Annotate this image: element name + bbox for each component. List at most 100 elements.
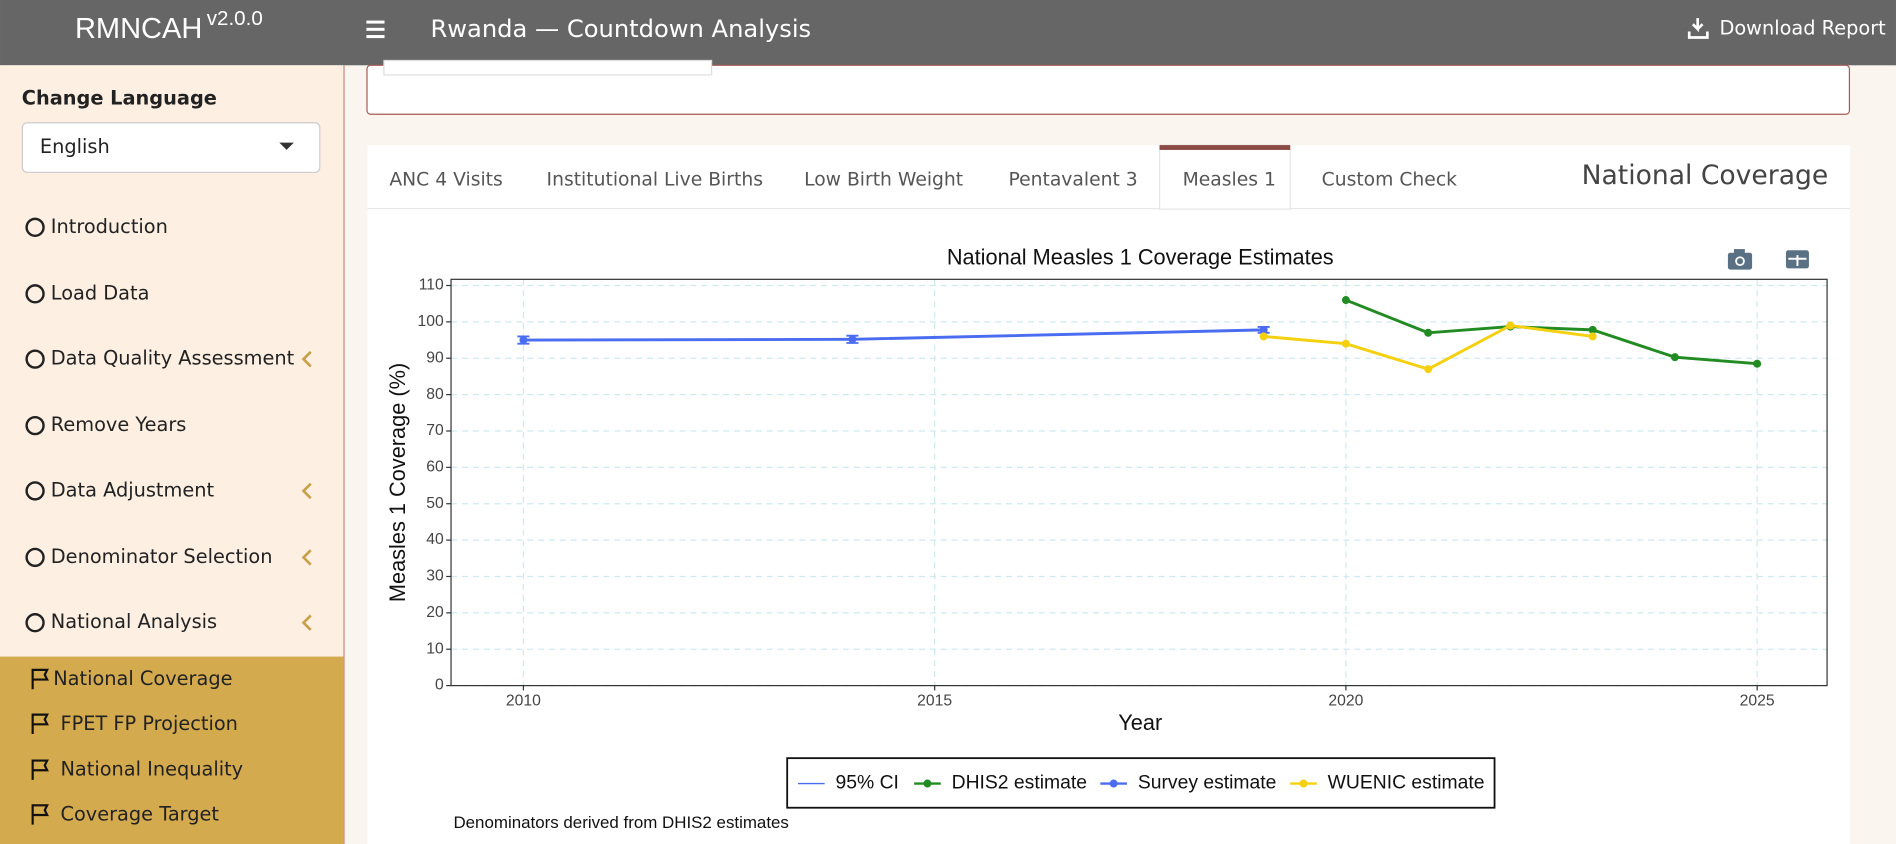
point (848, 335, 857, 344)
menu-label: Remove Years (51, 413, 187, 436)
legend-entry: Survey estimate (1100, 772, 1276, 794)
section-title: National Coverage (1582, 160, 1829, 191)
language-value: English (40, 135, 110, 158)
menu-item[interactable]: Remove Years (25, 413, 187, 436)
point (1341, 296, 1350, 305)
legend-label: WUENIC estimate (1328, 772, 1485, 794)
tab[interactable]: Custom Check (1322, 170, 1458, 191)
caption: Denominators derived from DHIS2 estimate… (453, 813, 788, 832)
submenu-item[interactable]: FPET FP Projection (31, 712, 238, 735)
point (1588, 332, 1597, 341)
submenu-icon (31, 759, 49, 780)
menu-label: Data Adjustment (51, 478, 215, 501)
menu-icon (25, 547, 45, 568)
brand: RMNCAH (75, 13, 202, 45)
legend-entry: DHIS2 estimate (914, 772, 1087, 794)
menu-item[interactable]: Data Adjustment (25, 478, 312, 501)
legend-label: 95% CI (836, 772, 899, 794)
y-tick-label: 20 (426, 604, 444, 621)
legend-label: DHIS2 estimate (952, 772, 1087, 794)
tab[interactable]: Measles 1 (1183, 170, 1276, 191)
version: v2.0.0 (207, 7, 263, 30)
y-tick-label: 40 (426, 531, 444, 548)
submenu-icon (31, 668, 49, 690)
submenu-item[interactable]: National Coverage (31, 667, 233, 690)
menu-label: Introduction (51, 215, 168, 238)
submenu-label: Coverage Target (60, 802, 219, 825)
menu-icon (25, 481, 45, 501)
tab[interactable]: ANC 4 Visits (389, 170, 502, 191)
language-select[interactable]: English (21, 122, 321, 173)
download-button[interactable]: Download Report (1687, 17, 1886, 40)
submenu-item[interactable]: National Inequality (31, 758, 243, 781)
tab[interactable]: Institutional Live Births (547, 170, 763, 191)
menu-icon (25, 217, 45, 237)
chevron (301, 614, 312, 631)
y-tick-label: 70 (426, 422, 444, 439)
input-box (383, 59, 713, 76)
plot-frame (450, 278, 1828, 687)
point (519, 336, 528, 345)
series-line (1345, 298, 1758, 366)
menu-label: Load Data (51, 281, 150, 304)
y-tick-label: 50 (426, 495, 444, 512)
menu-item[interactable]: Load Data (25, 281, 150, 304)
y-tick-label: 80 (426, 386, 444, 403)
point (1753, 359, 1762, 368)
menu-item[interactable]: Data Quality Assessment (25, 347, 312, 370)
menu-icon (25, 349, 45, 369)
point (1341, 339, 1350, 348)
legend-label: Survey estimate (1138, 772, 1277, 794)
menu-icon (25, 415, 45, 436)
download-label: Download Report (1719, 17, 1886, 40)
y-tick-label: 30 (426, 568, 444, 585)
point (1259, 325, 1268, 334)
submenu (0, 656, 344, 844)
tab[interactable]: Low Birth Weight (804, 170, 963, 191)
submenu-icon (31, 804, 49, 825)
x-tick-label: 2025 (1740, 692, 1775, 709)
menu-label: Data Quality Assessment (51, 347, 295, 370)
camera-icon[interactable] (1727, 249, 1753, 270)
legend-box (786, 757, 1496, 809)
card (367, 145, 1851, 844)
point (1670, 353, 1679, 362)
tab[interactable]: Pentavalent 3 (1008, 170, 1137, 191)
chevron (301, 482, 312, 500)
menu-item[interactable]: National Analysis (25, 610, 312, 633)
submenu-label: FPET FP Projection (60, 712, 237, 735)
x-tick-label: 2010 (506, 692, 541, 709)
active-tab (1159, 144, 1291, 210)
top-box (366, 64, 1851, 115)
submenu-item[interactable]: Coverage Target (31, 802, 220, 825)
menu-icon (25, 613, 45, 633)
chevron (301, 350, 312, 368)
menu-icon (25, 284, 45, 304)
y-tick-label: 90 (426, 349, 444, 366)
language-label: Change Language (22, 87, 217, 110)
y-tick-label: 100 (418, 313, 444, 330)
legend-dot (1299, 779, 1308, 788)
chart-title: National Measles 1 Coverage Estimates (947, 245, 1334, 270)
point (1424, 328, 1433, 337)
menu-label: Denominator Selection (51, 545, 273, 568)
point (1424, 365, 1433, 374)
submenu-label: National Inequality (60, 758, 243, 781)
menu-item[interactable]: Introduction (25, 215, 168, 238)
chevron (301, 549, 312, 566)
submenu-icon (31, 713, 49, 734)
y-tick-label: 10 (426, 640, 444, 657)
legend-dot (1109, 779, 1118, 788)
top-bar (0, 0, 1896, 66)
x-tick-label: 2020 (1328, 692, 1363, 709)
y-tick-label: 110 (419, 277, 444, 294)
menu-toggle[interactable] (366, 20, 385, 39)
table-icon[interactable] (1785, 250, 1809, 269)
page-title: Rwanda — Countdown Analysis (430, 15, 811, 43)
submenu-label: National Coverage (53, 667, 232, 690)
x-axis-label: Year (1118, 710, 1162, 735)
point (1259, 332, 1268, 341)
x-tick-label: 2015 (917, 692, 952, 709)
menu-item[interactable]: Denominator Selection (25, 545, 312, 568)
